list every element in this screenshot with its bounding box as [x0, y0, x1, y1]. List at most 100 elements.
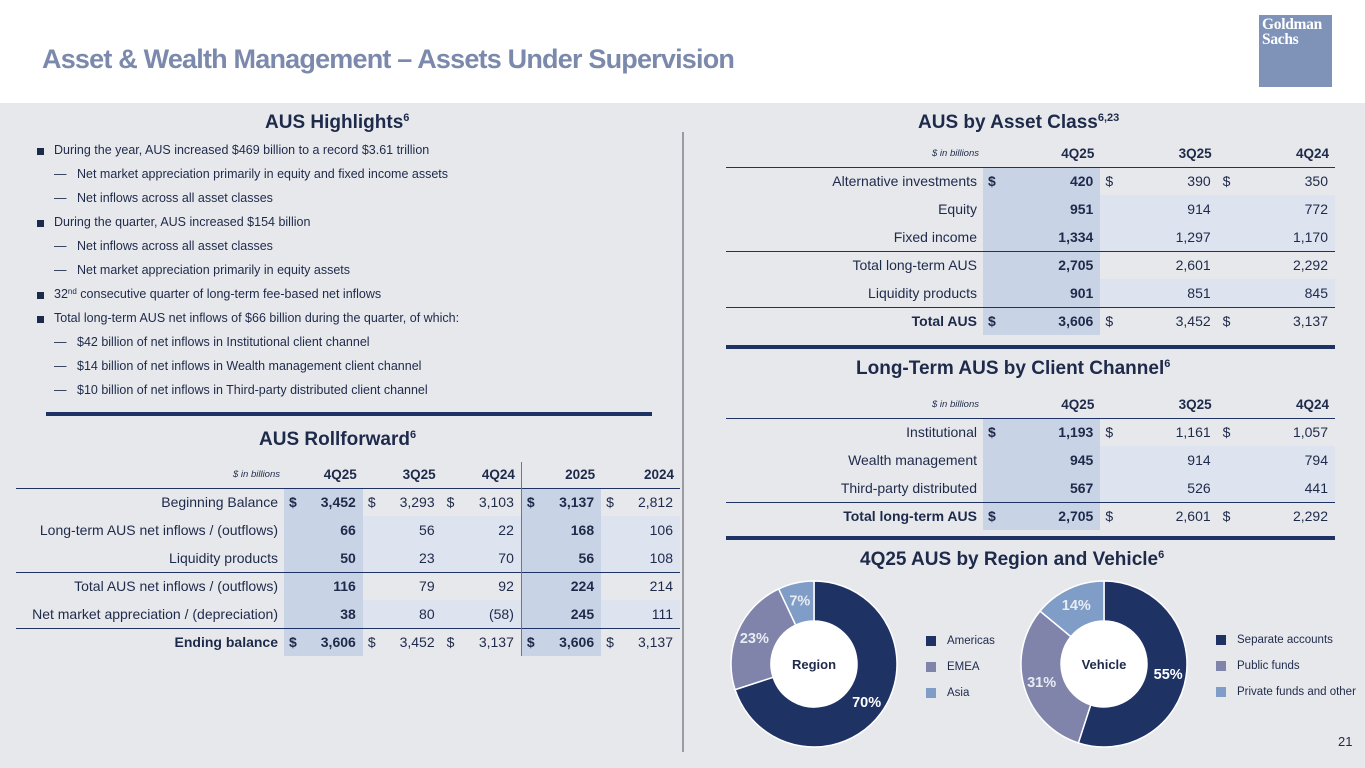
table-row: Wealth management 945 914 794 — [726, 446, 1335, 474]
table-cell: $3,606 — [983, 306, 1101, 335]
row-label: Alternative investments — [832, 173, 977, 190]
page-number: 21 — [1338, 734, 1353, 749]
unit-label: $ in billions — [932, 148, 979, 160]
table-cell: 92 — [441, 571, 522, 600]
row-label: Net market appreciation / (depreciation) — [32, 605, 278, 622]
highlight-item: Net inflows across all asset classes — [36, 188, 656, 212]
legend-swatch — [1216, 661, 1226, 671]
table-cell: (58) — [441, 600, 522, 628]
column-header: 4Q25 — [323, 467, 357, 483]
table-cell: 50 — [284, 544, 363, 572]
table-cell: 772 — [1217, 195, 1335, 223]
rollforward-title: AUS Rollforward6 — [259, 429, 417, 450]
slice-percent-label: 14% — [1062, 598, 1091, 614]
highlight-item: Net market appreciation primarily in equ… — [36, 260, 656, 284]
row-label: Third-party distributed — [840, 479, 977, 496]
table-cell: 56 — [362, 516, 442, 544]
highlight-item: During the quarter, AUS increased $154 b… — [36, 212, 656, 236]
column-header: 2024 — [643, 467, 674, 483]
column-header: 4Q25 — [1061, 397, 1095, 413]
section-divider — [726, 345, 1335, 349]
table-cell: 56 — [520, 544, 602, 572]
column-header: 3Q25 — [1178, 146, 1212, 162]
row-label: Liquidity products — [868, 284, 977, 301]
table-cell: 851 — [1100, 279, 1218, 307]
highlight-item: During the year, AUS increased $469 bill… — [36, 140, 656, 164]
goldman-sachs-logo: Goldman Sachs — [1259, 15, 1332, 87]
row-label: Long-term AUS net inflows / (outflows) — [39, 522, 278, 538]
table-cell: $3,137 — [441, 627, 522, 656]
table-cell: 111 — [601, 600, 680, 628]
client-channel-title: Long-Term AUS by Client Channel6 — [856, 358, 1171, 379]
row-label: Total long-term AUS — [726, 501, 983, 530]
row-label: Total AUS net inflows / (outflows) — [16, 571, 284, 600]
slice-percent-label: 55% — [1154, 667, 1183, 683]
donut-center-label: Region — [792, 657, 836, 672]
slice-percent-label: 23% — [740, 631, 769, 647]
row-label: Fixed income — [893, 228, 977, 245]
table-cell: 526 — [1100, 474, 1218, 502]
highlight-item: Net market appreciation primarily in equ… — [36, 164, 656, 188]
row-label: Beginning Balance — [161, 494, 278, 511]
table-row: Liquidity products 50 23 70 56 108 — [16, 544, 680, 572]
table-cell: 567 — [983, 474, 1101, 502]
legend-swatch — [926, 662, 936, 672]
table-cell: 79 — [362, 571, 442, 600]
column-header: 2025 — [520, 462, 602, 488]
vehicle-legend: Separate accounts Public funds Private fun… — [1216, 633, 1356, 711]
client-channel-table: $ in billions 4Q25 3Q25 4Q24 Institutional $1… — [726, 392, 1335, 530]
table-cell: $3,452 — [362, 627, 442, 656]
row-label: Total AUS — [726, 306, 983, 335]
table-cell: 70 — [441, 544, 522, 572]
highlights-list: During the year, AUS increased $469 bill… — [36, 140, 656, 404]
table-cell: 914 — [1100, 195, 1218, 223]
highlight-item: $14 billion of net inflows in Wealth man… — [36, 356, 656, 380]
slice-percent-label: 7% — [789, 594, 810, 610]
table-cell: $1,193 — [983, 418, 1101, 446]
row-label: Ending balance — [16, 627, 284, 656]
table-cell: 2,705 — [983, 250, 1101, 279]
table-cell: 914 — [1100, 446, 1218, 474]
table-row: Total AUS net inflows / (outflows) 116 79 9… — [16, 571, 680, 600]
highlights-title: AUS Highlights6 — [265, 112, 410, 133]
legend-item: Public funds — [1216, 659, 1356, 685]
table-row: Equity 951 914 772 — [726, 195, 1335, 223]
legend-swatch — [1216, 635, 1226, 645]
donut-hole — [1061, 621, 1147, 707]
table-cell: $1,161 — [1105, 424, 1211, 441]
table-row: Liquidity products 901 851 845 — [726, 279, 1335, 307]
table-cell: 951 — [983, 195, 1101, 223]
table-cell: $3,103 — [446, 494, 514, 511]
table-cell: $3,137 — [601, 627, 680, 656]
column-header: 4Q24 — [481, 467, 515, 483]
column-header: 3Q25 — [1178, 397, 1212, 413]
section-divider — [726, 536, 1335, 540]
table-cell: $3,137 — [520, 488, 602, 516]
highlight-item: $10 billion of net inflows in Third-part… — [36, 380, 656, 404]
legend-swatch — [1216, 687, 1226, 697]
table-cell: 1,170 — [1217, 223, 1335, 251]
table-row: Fixed income 1,334 1,297 1,170 — [726, 223, 1335, 251]
table-row: Net market appreciation / (depreciation)… — [16, 600, 680, 628]
table-cell: $3,293 — [367, 494, 435, 511]
row-label: Liquidity products — [169, 549, 278, 566]
section-divider — [46, 412, 652, 416]
column-header: 3Q25 — [402, 467, 436, 483]
column-header: 4Q25 — [1061, 146, 1095, 162]
table-cell: 38 — [284, 600, 363, 628]
table-cell: 116 — [284, 571, 363, 600]
column-header: 4Q24 — [1295, 397, 1329, 413]
legend-swatch — [926, 636, 936, 646]
vertical-divider — [682, 132, 684, 752]
row-label: Institutional — [906, 424, 977, 441]
table-row: Beginning Balance $3,452 $3,293 $3,103 $3,13… — [16, 488, 680, 516]
table-cell: 66 — [284, 516, 363, 544]
table-cell: $2,601 — [1100, 501, 1218, 530]
vehicle-donut-chart: 55% 31% 14% Vehicle — [1012, 572, 1196, 761]
legend-item: Private funds and other — [1216, 685, 1356, 711]
table-row: Long-term AUS net inflows / (outflows) 66… — [16, 516, 680, 544]
table-cell: $3,137 — [1217, 306, 1335, 335]
table-cell: $3,452 — [284, 488, 363, 516]
table-cell: 2,601 — [1100, 250, 1218, 279]
table-cell: 945 — [983, 446, 1101, 474]
